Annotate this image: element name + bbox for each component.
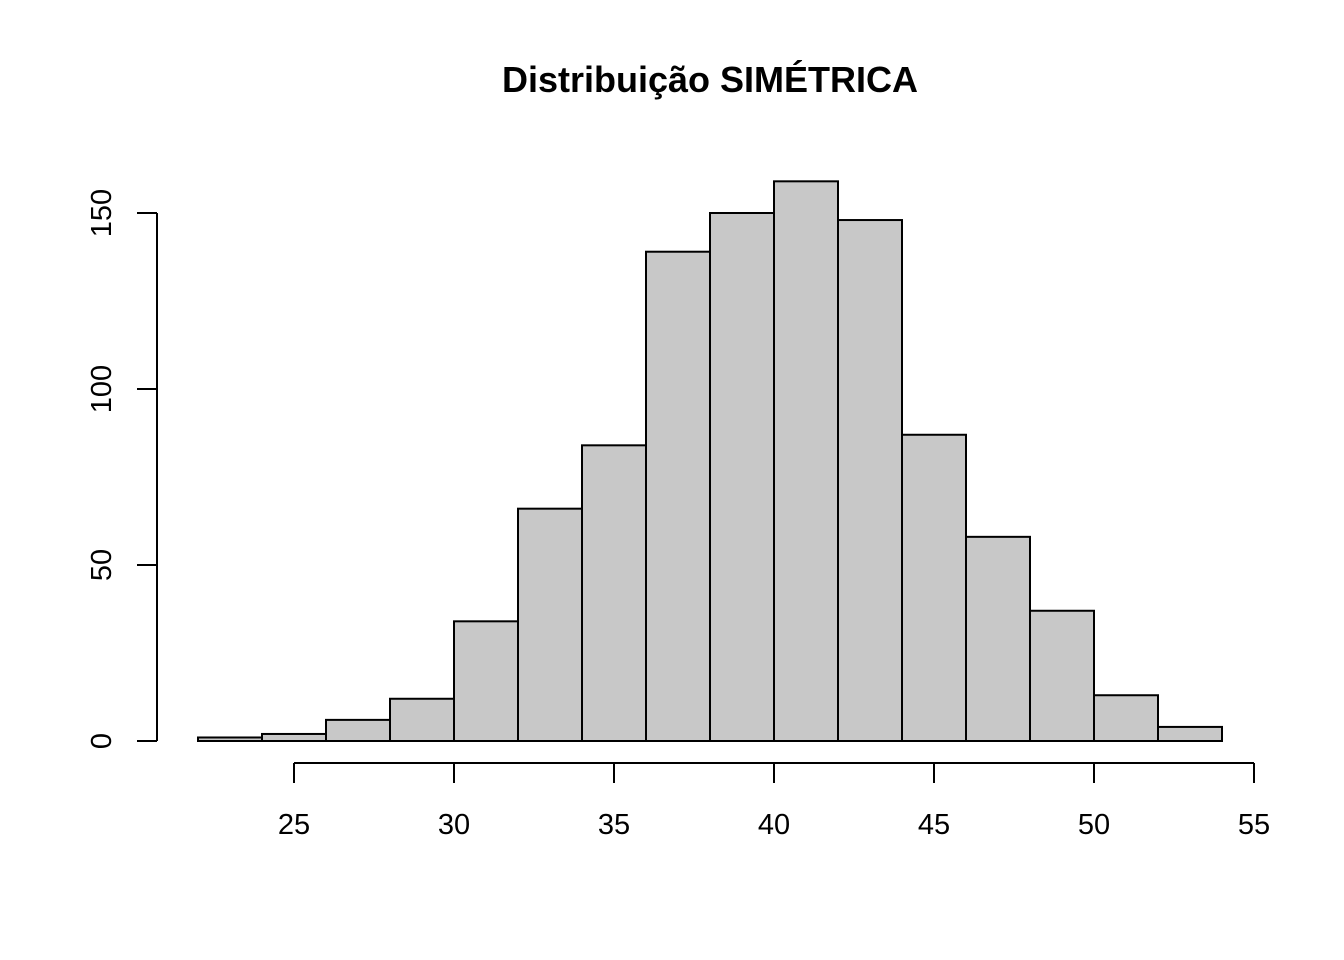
histogram-bar [581,444,647,742]
histogram-bar [1157,725,1223,742]
histogram-bar [1029,609,1095,743]
y-tick-label: 50 [86,549,118,581]
x-axis: 25 30 35 40 45 50 55 [278,762,1270,841]
histogram-bar [965,535,1031,743]
y-tick-label: 0 [86,733,118,749]
x-tick-label: 40 [758,809,790,841]
y-tick-label: 100 [86,365,118,413]
x-tick-label: 50 [1078,809,1110,841]
histogram-bar [389,697,455,743]
x-tick-label: 25 [278,809,310,841]
histogram-bar [453,620,519,743]
bars-group [197,180,1223,743]
histogram-bar [261,732,327,743]
histogram-bar [645,250,711,742]
x-tick-label: 30 [438,809,470,841]
x-tick-label: 55 [1238,809,1270,841]
histogram-bar [773,180,839,742]
histogram-bar [197,736,263,742]
histogram-bar [1093,694,1159,742]
histogram-bar [709,212,775,742]
histogram-bar [517,507,583,742]
histogram-bar [325,718,391,743]
x-tick-label: 45 [918,809,950,841]
y-axis: 0 50 100 150 [86,189,158,749]
chart-title: Distribuição SIMÉTRICA [502,59,918,100]
y-tick-label: 150 [86,189,118,237]
histogram-bar [837,219,903,743]
histogram-bar [901,433,967,742]
x-tick-label: 35 [598,809,630,841]
